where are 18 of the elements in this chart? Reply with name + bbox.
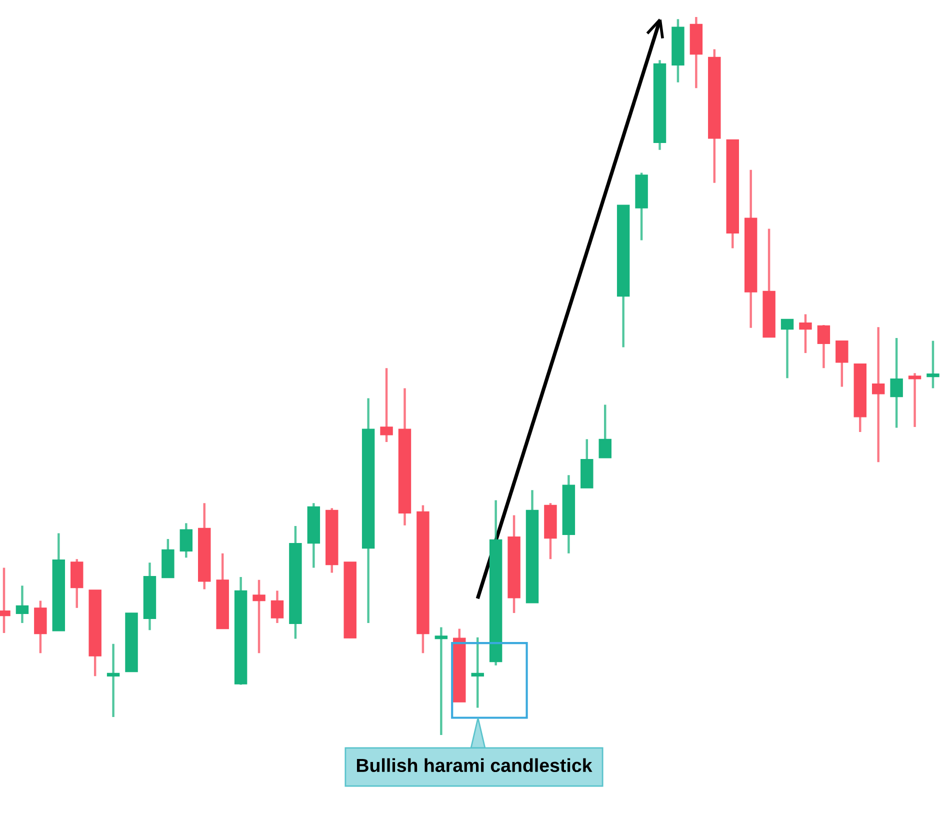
candlestick [598,404,612,459]
candlestick [908,372,922,428]
candlestick [380,366,393,444]
candlestick [926,340,940,390]
candlestick [890,336,903,429]
candlestick [471,636,484,709]
candlestick [836,340,848,388]
candlestick [799,313,812,354]
candlestick [872,326,885,464]
candlestick [817,324,830,370]
candlestick [106,642,120,718]
candlestick [270,590,284,624]
text: Bullish harami candlestick [356,758,592,772]
candlestick [252,578,266,654]
candlestick [16,584,29,624]
candlestick [434,626,448,735]
candlestick [180,522,193,559]
candlestick [780,318,794,380]
